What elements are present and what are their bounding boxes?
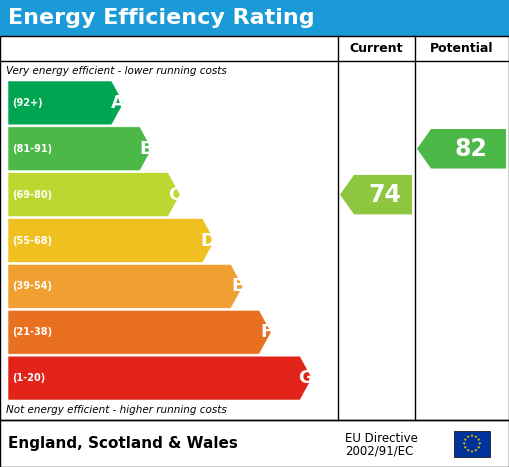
Text: A: A [111, 94, 125, 112]
Text: B: B [139, 140, 153, 158]
Bar [454, 431, 490, 457]
Text: 74: 74 [369, 183, 402, 206]
Text: (55-68): (55-68) [12, 235, 52, 246]
Text: (1-20): (1-20) [12, 373, 45, 383]
Polygon shape [464, 439, 467, 441]
Polygon shape [417, 129, 506, 169]
Text: (92+): (92+) [12, 98, 43, 108]
Polygon shape [8, 356, 312, 400]
Polygon shape [467, 449, 470, 452]
Polygon shape [463, 442, 466, 445]
Text: EU Directive: EU Directive [345, 432, 418, 445]
Polygon shape [8, 81, 124, 125]
Bar [0, 420, 509, 467]
Text: 82: 82 [454, 137, 487, 161]
Polygon shape [478, 442, 482, 445]
Text: (69-80): (69-80) [12, 190, 52, 200]
Text: F: F [260, 323, 272, 341]
Text: Not energy efficient - higher running costs: Not energy efficient - higher running co… [6, 405, 227, 415]
Text: (21-38): (21-38) [12, 327, 52, 337]
Polygon shape [8, 264, 243, 308]
Polygon shape [474, 449, 477, 452]
Text: C: C [168, 186, 181, 204]
Polygon shape [470, 450, 473, 453]
Text: (81-91): (81-91) [12, 144, 52, 154]
Bar [0, 36, 509, 420]
Polygon shape [477, 446, 480, 449]
Text: 2002/91/EC: 2002/91/EC [345, 444, 413, 457]
Polygon shape [467, 435, 470, 439]
Text: Very energy efficient - lower running costs: Very energy efficient - lower running co… [6, 66, 227, 76]
Polygon shape [474, 435, 477, 439]
Bar [0, 0, 509, 36]
Polygon shape [340, 175, 412, 214]
Polygon shape [477, 439, 480, 441]
Polygon shape [8, 127, 152, 171]
Text: E: E [232, 277, 244, 295]
Text: Current: Current [350, 42, 403, 55]
Polygon shape [470, 434, 473, 437]
Polygon shape [8, 310, 271, 354]
Text: Energy Efficiency Rating: Energy Efficiency Rating [8, 8, 315, 28]
Text: D: D [201, 232, 216, 249]
Text: G: G [298, 369, 313, 387]
Text: Potential: Potential [430, 42, 494, 55]
Polygon shape [8, 219, 215, 262]
Text: (39-54): (39-54) [12, 281, 52, 291]
Polygon shape [8, 173, 180, 217]
Polygon shape [464, 446, 467, 449]
Text: England, Scotland & Wales: England, Scotland & Wales [8, 436, 238, 451]
